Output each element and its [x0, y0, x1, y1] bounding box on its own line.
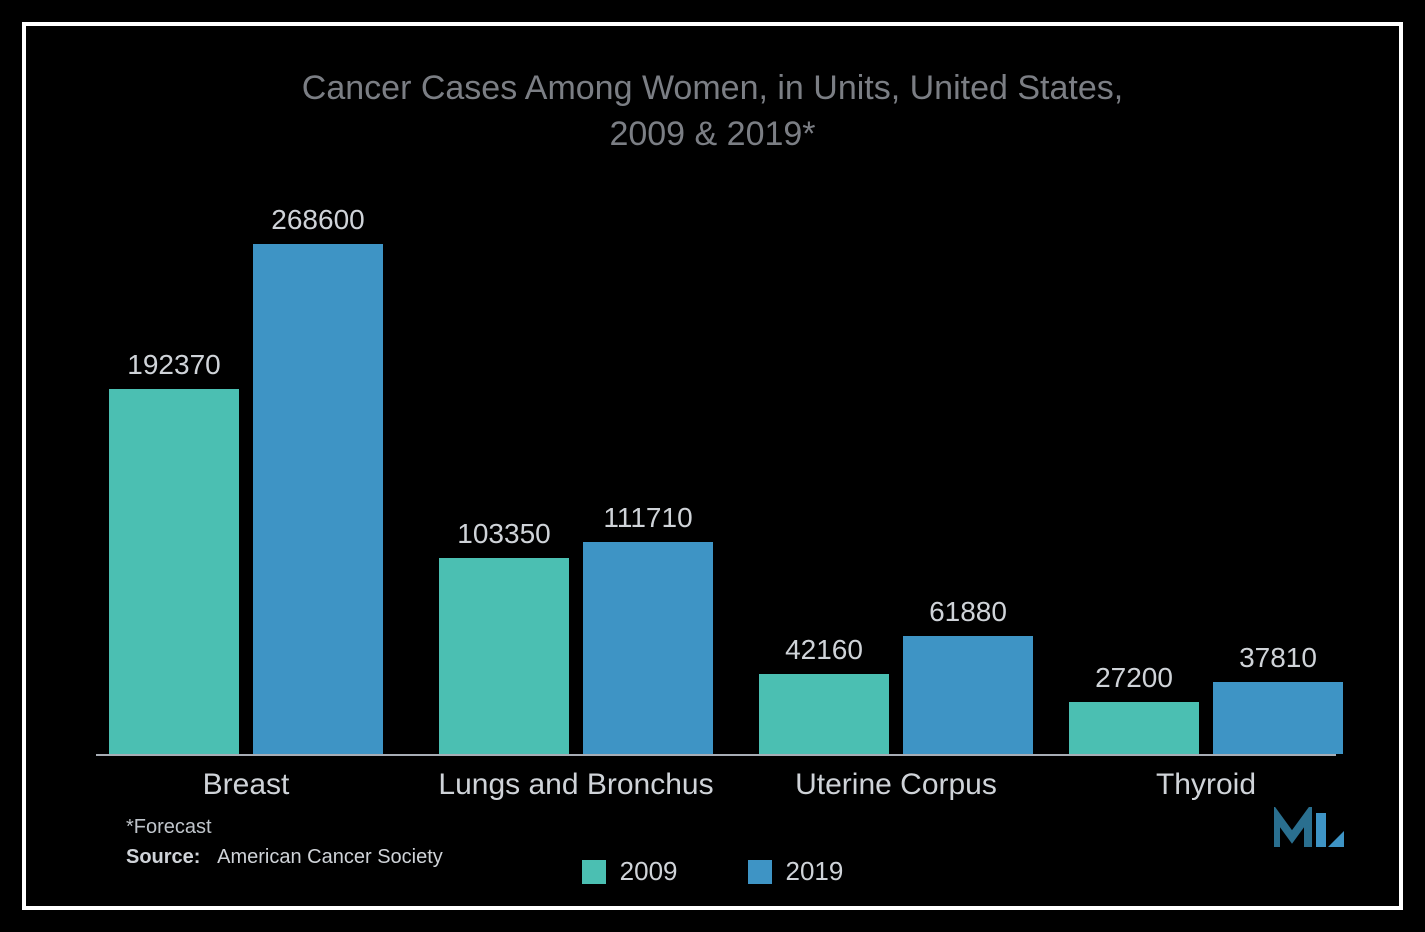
bar-breast-2009: 192370	[109, 389, 239, 755]
category-label-breast: Breast	[203, 768, 290, 802]
category-label-thyroid: Thyroid	[1156, 768, 1256, 802]
bar-label: 268600	[271, 204, 364, 236]
legend-swatch-icon	[748, 860, 772, 884]
bar-breast-2019: 268600	[253, 244, 383, 754]
legend-item-2009: 2009	[582, 856, 678, 887]
bar-uterine-corpus-2019: 61880	[903, 636, 1033, 754]
chart-title: Cancer Cases Among Women, in Units, Unit…	[26, 66, 1399, 158]
legend: 2009 2019	[26, 856, 1399, 887]
bar-label: 37810	[1239, 642, 1317, 674]
title-line-1: Cancer Cases Among Women, in Units, Unit…	[302, 69, 1123, 107]
title-line-2: 2009 & 2019*	[609, 115, 815, 153]
mi-logo-icon	[1274, 807, 1344, 851]
legend-label: 2019	[786, 856, 844, 887]
legend-item-2019: 2019	[748, 856, 844, 887]
bar-lungs-and-bronchus-2019: 111710	[583, 542, 713, 754]
bar-label: 111710	[603, 502, 692, 534]
bar-thyroid-2009: 27200	[1069, 702, 1199, 754]
bar-thyroid-2019: 37810	[1213, 682, 1343, 754]
legend-label: 2009	[620, 856, 678, 887]
bar-label: 192370	[127, 349, 220, 381]
chart-frame: Cancer Cases Among Women, in Units, Unit…	[22, 22, 1403, 910]
bar-lungs-and-bronchus-2009: 103350	[439, 558, 569, 754]
plot-area: 1923702686001033501117104216061880272003…	[96, 186, 1336, 756]
category-label-uterine-corpus: Uterine Corpus	[795, 768, 997, 802]
bar-uterine-corpus-2009: 42160	[759, 674, 889, 754]
legend-swatch-icon	[582, 860, 606, 884]
category-label-lungs-and-bronchus: Lungs and Bronchus	[438, 768, 713, 802]
bar-label: 103350	[457, 518, 550, 550]
bar-label: 42160	[785, 634, 863, 666]
bar-label: 27200	[1095, 662, 1173, 694]
bar-label: 61880	[929, 596, 1007, 628]
x-axis-baseline	[96, 754, 1336, 756]
forecast-note: *Forecast	[126, 816, 212, 839]
